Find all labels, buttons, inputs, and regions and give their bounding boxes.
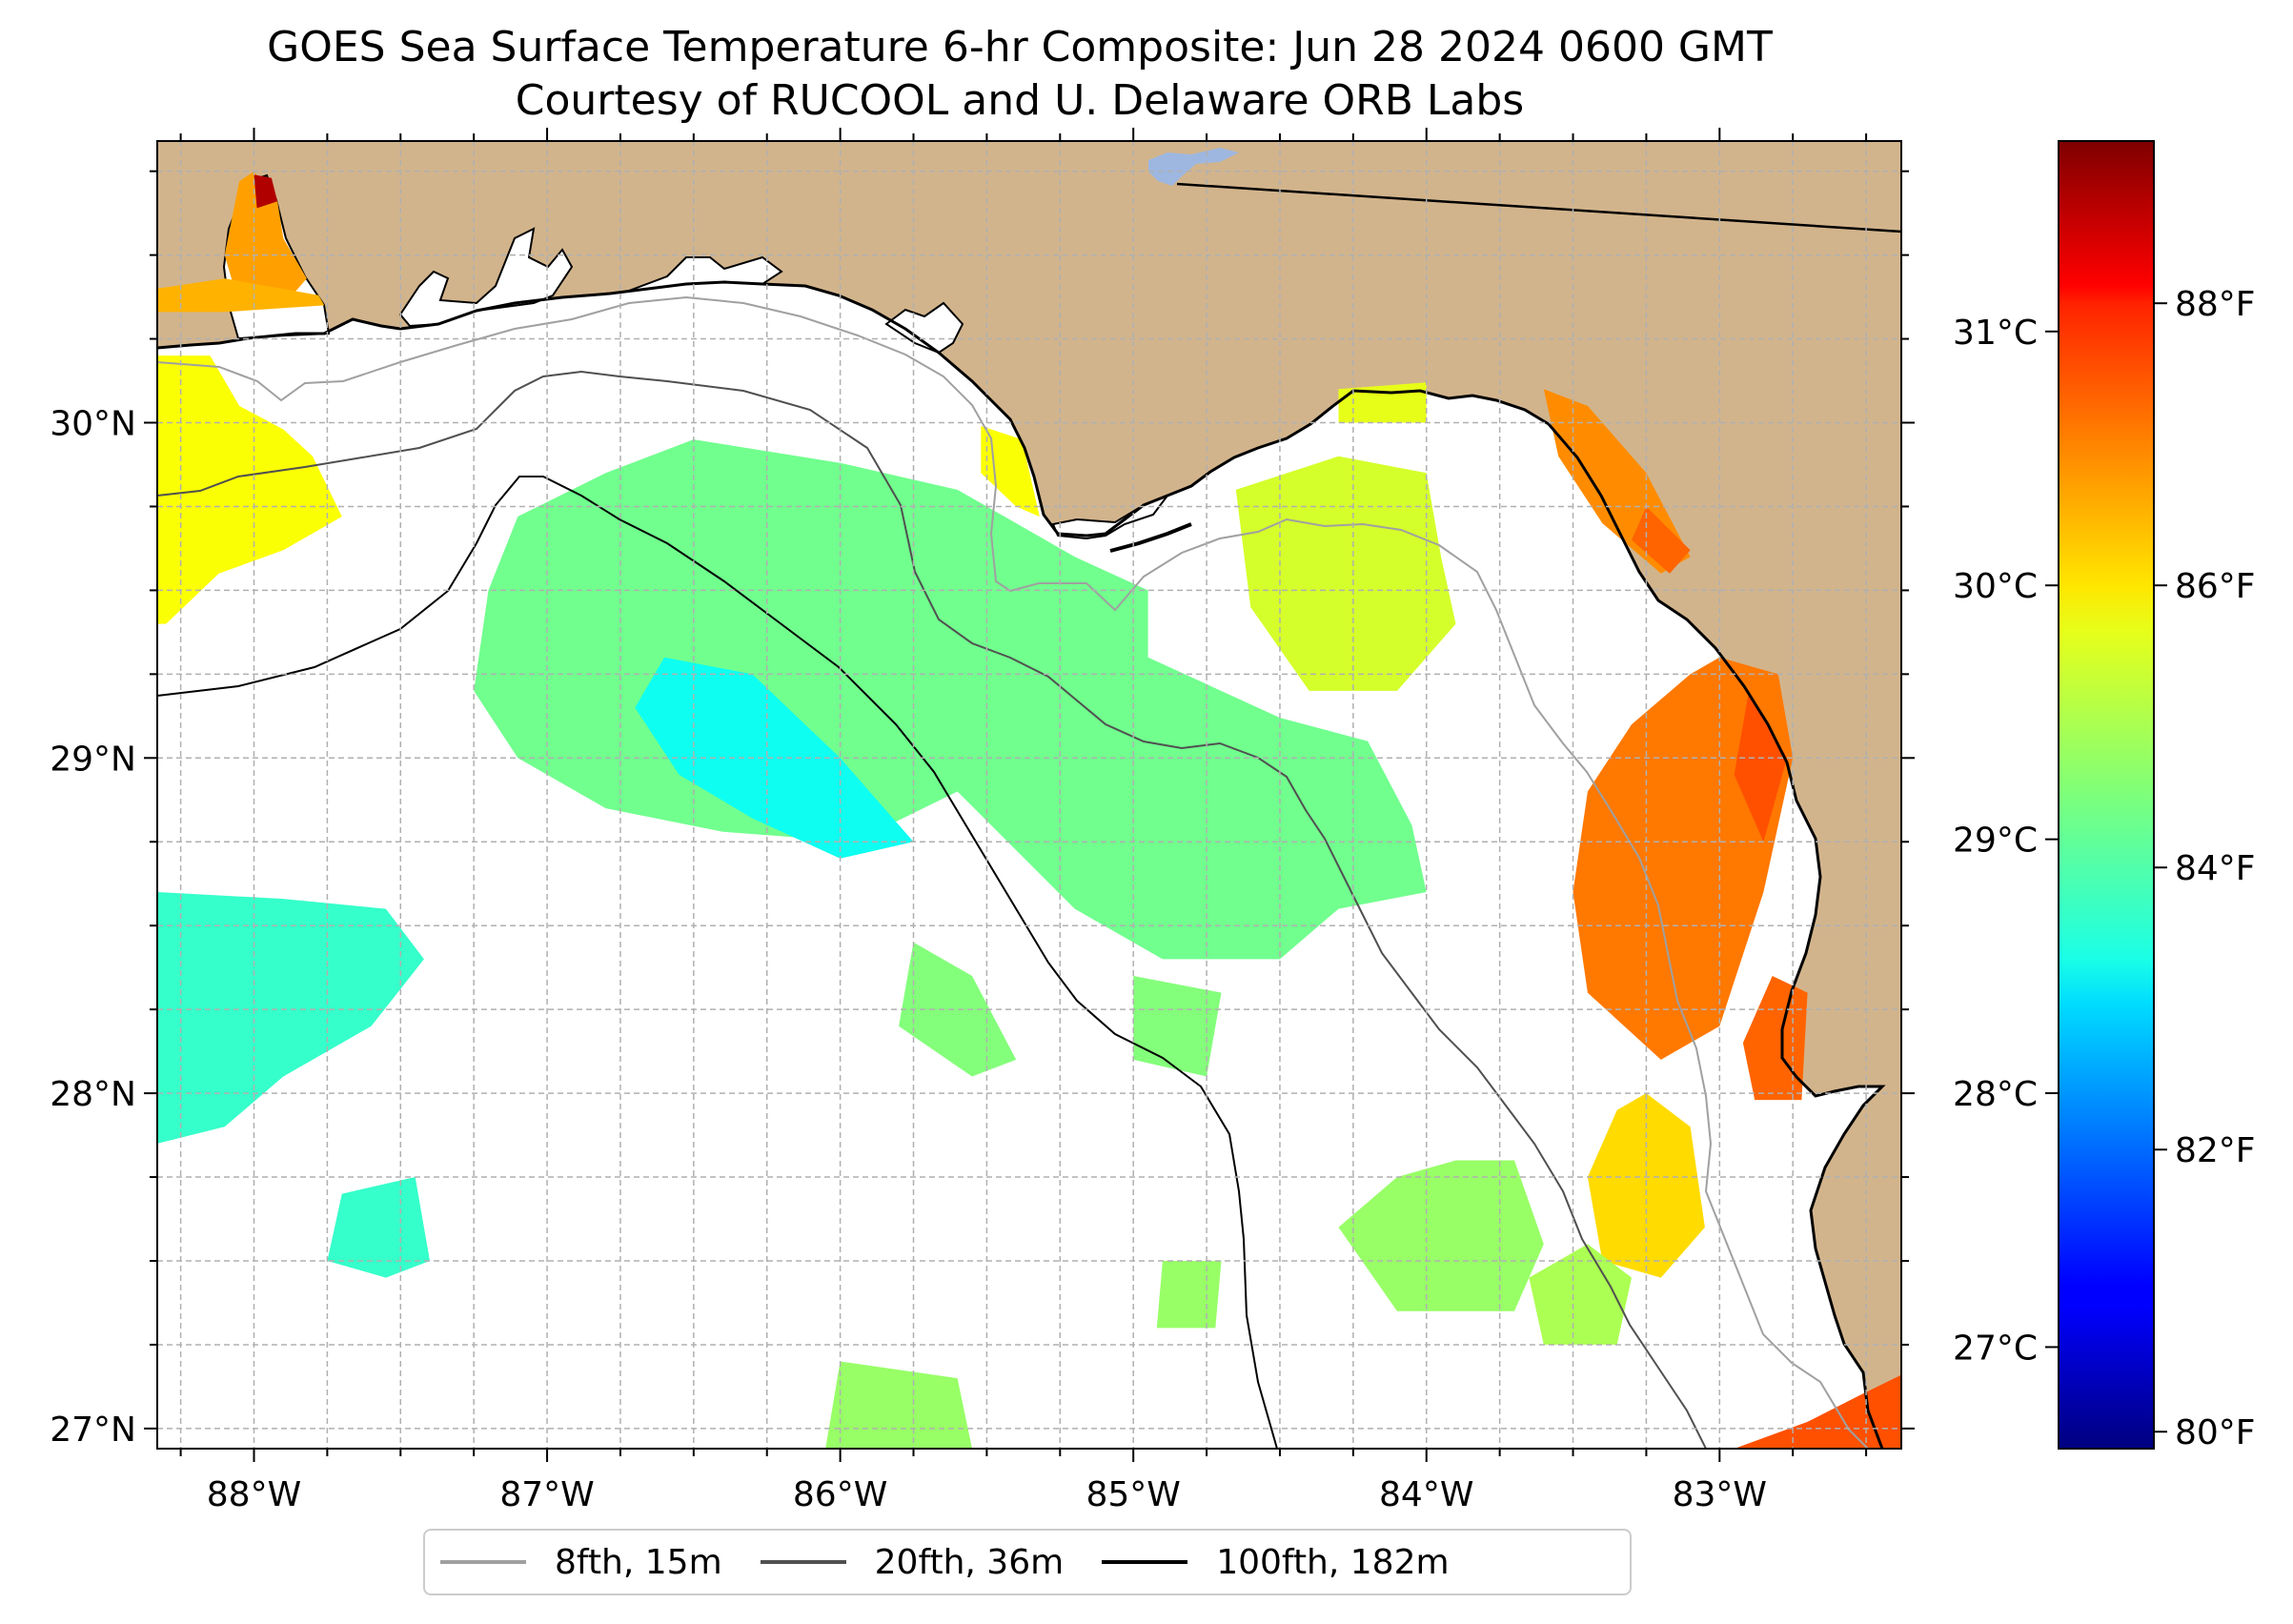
- isobath-legend: 8fth, 15m 20fth, 36m 100fth, 182m: [423, 1529, 1632, 1595]
- celsius-tick-label: 27°C: [1953, 1329, 2038, 1368]
- legend-entry-20fth: 20fth, 36m: [761, 1543, 1065, 1582]
- legend-swatch: [440, 1560, 526, 1564]
- lat-tick-label: 28°N: [50, 1075, 136, 1114]
- legend-label: 20fth, 36m: [875, 1543, 1065, 1582]
- celsius-tick-label: 28°C: [1953, 1075, 2038, 1114]
- legend-entry-100fth: 100fth, 182m: [1102, 1543, 1449, 1582]
- sst-map-figure: 88°W 87°W 86°W 85°W 84°W 83°W 27°N 28°N 29°N 30°N…: [0, 0, 2293, 1624]
- fahrenheit-tick-label: 86°F: [2175, 567, 2256, 606]
- colorbar: [2059, 141, 2154, 1449]
- fahrenheit-tick-label: 88°F: [2175, 285, 2256, 324]
- sst-region-south-central-patch: [1157, 1261, 1222, 1328]
- lat-tick-label: 30°N: [50, 405, 136, 444]
- lat-tick-label: 29°N: [50, 740, 136, 779]
- legend-label: 100fth, 182m: [1216, 1543, 1449, 1582]
- fahrenheit-tick-label: 84°F: [2175, 849, 2256, 888]
- lon-tick-label: 84°W: [1379, 1475, 1473, 1514]
- lat-tick-label: 27°N: [50, 1411, 136, 1450]
- lon-tick-label: 88°W: [207, 1475, 301, 1514]
- sst-region-apalachee-north: [1339, 382, 1427, 422]
- lon-tick-label: 83°W: [1673, 1475, 1767, 1514]
- celsius-tick-label: 31°C: [1953, 314, 2038, 353]
- lon-tick-label: 86°W: [793, 1475, 887, 1514]
- map-area: [157, 141, 1901, 1449]
- legend-entry-8fth: 8fth, 15m: [440, 1543, 722, 1582]
- legend-swatch: [761, 1560, 846, 1564]
- legend-swatch: [1102, 1560, 1187, 1564]
- celsius-tick-label: 29°C: [1953, 822, 2038, 861]
- lon-tick-label: 85°W: [1086, 1475, 1180, 1514]
- fahrenheit-tick-label: 80°F: [2175, 1413, 2256, 1452]
- legend-label: 8fth, 15m: [555, 1543, 722, 1582]
- celsius-tick-label: 30°C: [1953, 567, 2038, 606]
- fahrenheit-tick-label: 82°F: [2175, 1131, 2256, 1170]
- lon-tick-label: 87°W: [499, 1475, 594, 1514]
- sst-region-mid-south-patch-2: [1133, 976, 1221, 1077]
